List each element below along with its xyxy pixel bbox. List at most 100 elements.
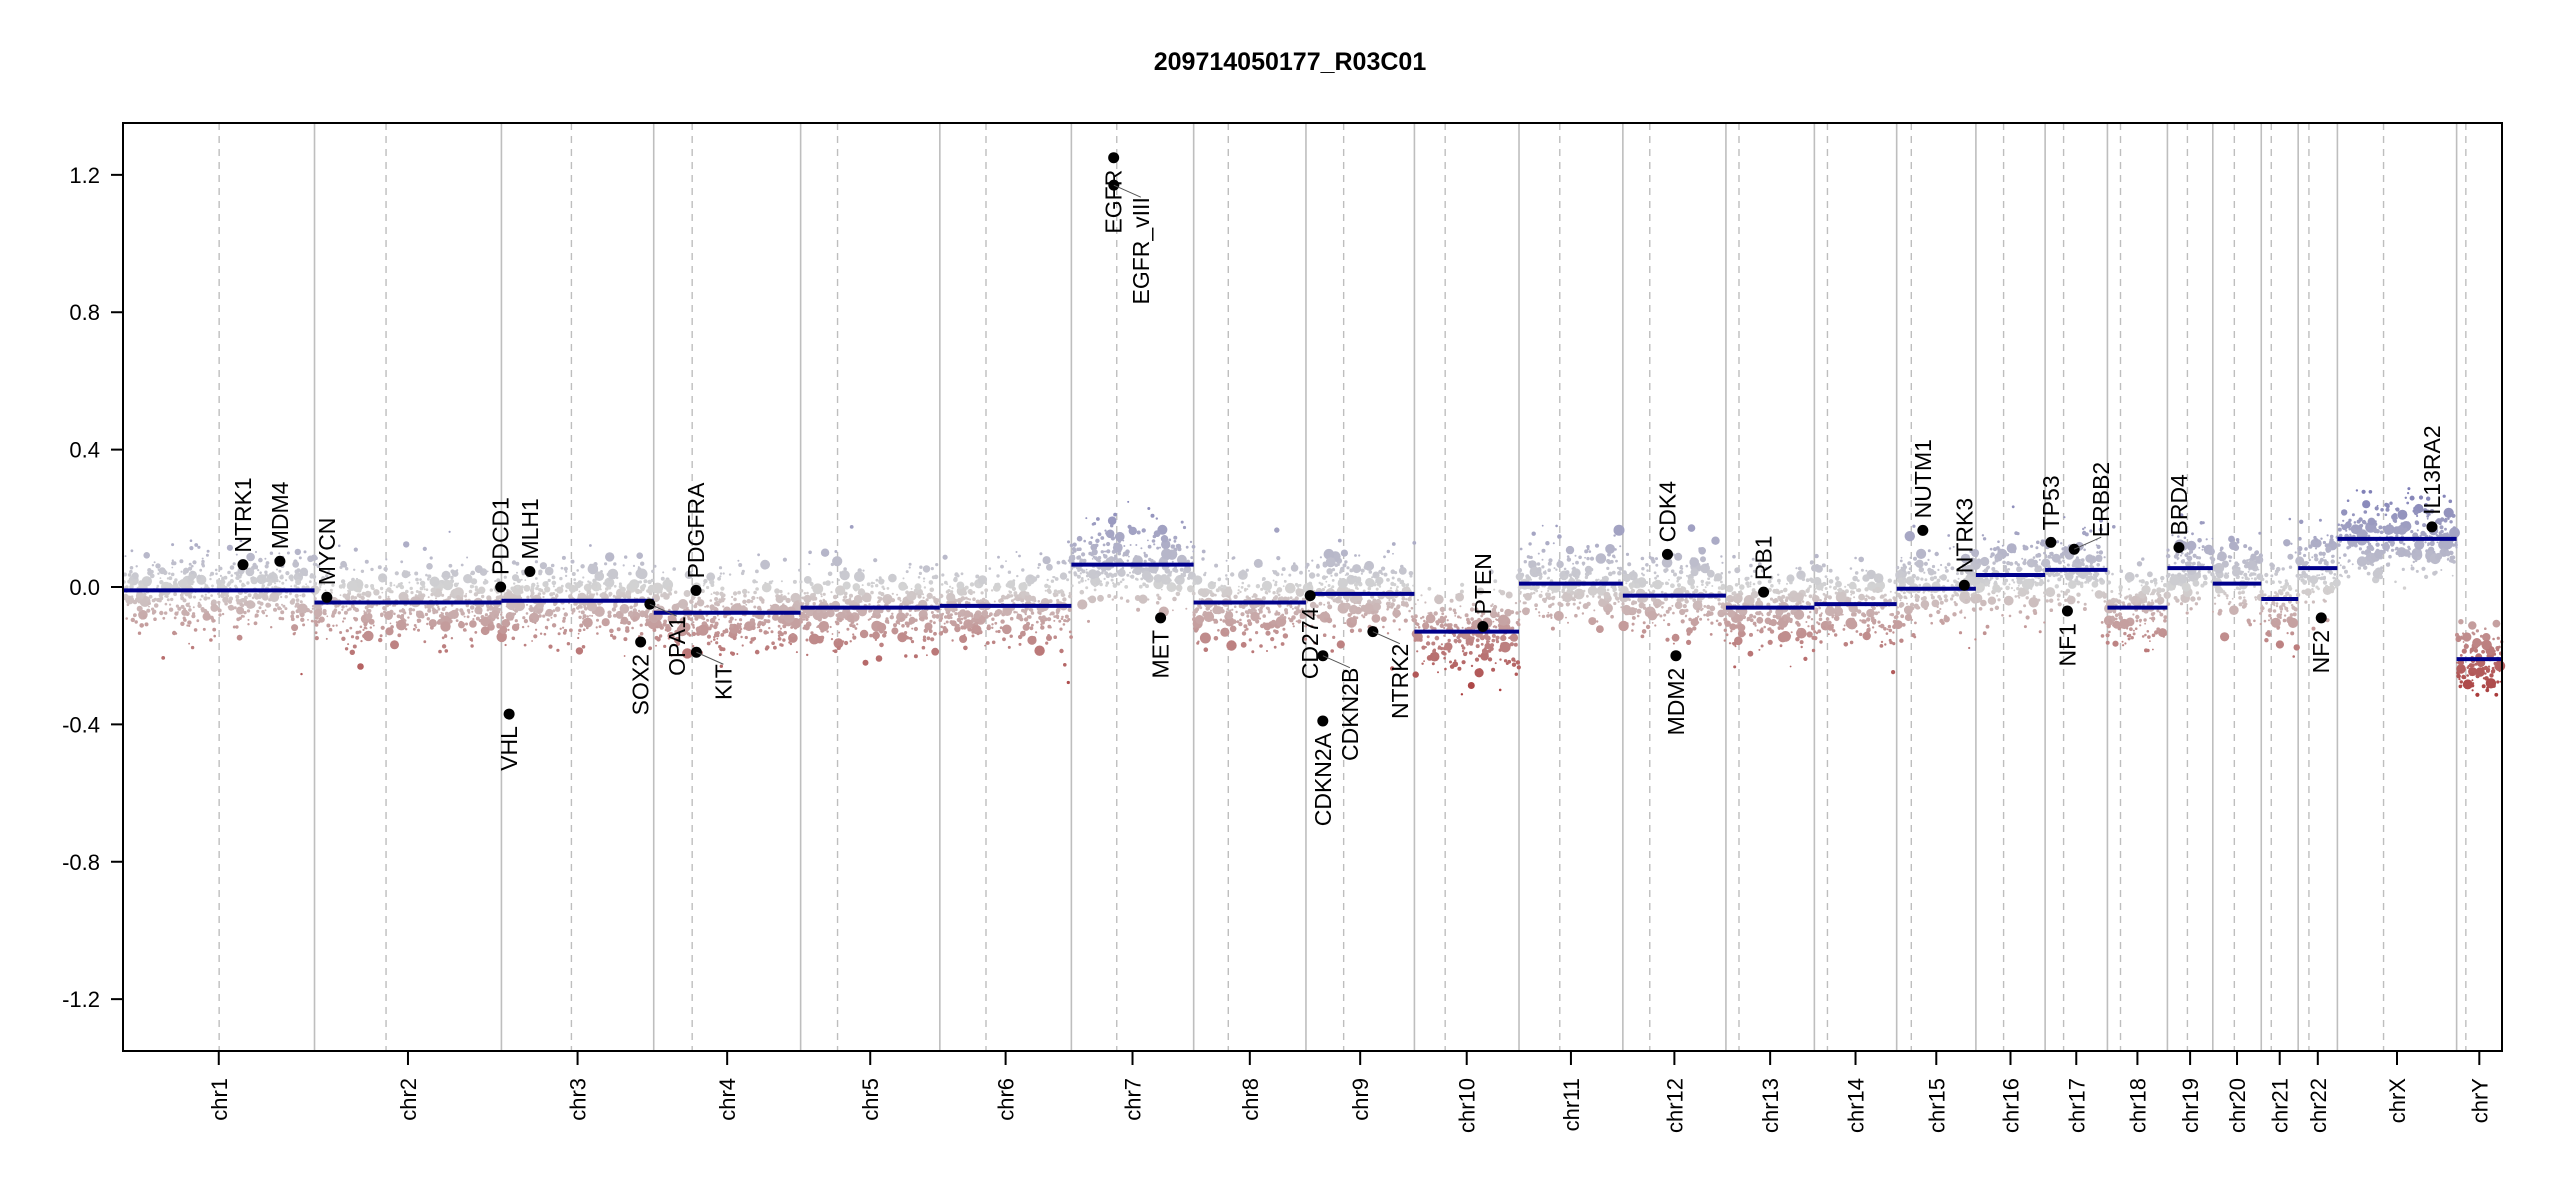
probe-point xyxy=(1717,602,1721,606)
probe-point xyxy=(959,635,968,643)
probe-point xyxy=(280,595,283,599)
probe-point xyxy=(403,541,410,548)
probe-point xyxy=(227,570,231,575)
probe-point xyxy=(437,605,440,609)
probe-point xyxy=(1191,544,1196,549)
probe-point xyxy=(1076,535,1083,542)
probe-point xyxy=(596,618,599,622)
probe-point xyxy=(164,611,168,615)
probe-point xyxy=(438,649,442,654)
probe-point xyxy=(1717,598,1721,602)
probe-point xyxy=(822,616,826,619)
probe-point xyxy=(269,551,274,555)
probe-point xyxy=(1653,571,1657,575)
probe-point xyxy=(135,565,138,568)
probe-point xyxy=(357,609,360,612)
probe-point xyxy=(312,574,317,579)
probe-point xyxy=(1749,613,1754,619)
probe-point xyxy=(1736,602,1740,605)
probe-point xyxy=(716,600,718,603)
probe-point xyxy=(1746,598,1751,603)
probe-point xyxy=(842,598,846,602)
probe-point xyxy=(347,643,350,646)
probe-point xyxy=(384,611,393,620)
probe-point xyxy=(1542,571,1546,574)
probe-point xyxy=(546,618,550,622)
probe-point xyxy=(1778,582,1781,585)
probe-point xyxy=(1760,644,1764,648)
probe-point xyxy=(1392,552,1394,555)
probe-point xyxy=(719,664,723,668)
probe-point xyxy=(724,628,729,632)
probe-point xyxy=(520,578,523,581)
probe-point xyxy=(1283,616,1287,620)
probe-point xyxy=(1008,590,1013,594)
probe-point xyxy=(1273,645,1277,649)
probe-point xyxy=(771,641,775,645)
probe-point xyxy=(975,599,980,604)
probe-point xyxy=(610,633,614,638)
probe-point xyxy=(695,626,702,632)
probe-point xyxy=(893,623,897,628)
probe-point xyxy=(969,628,973,632)
probe-point xyxy=(897,632,908,643)
probe-point xyxy=(1418,638,1423,642)
probe-point xyxy=(1056,617,1059,620)
probe-point xyxy=(305,608,310,613)
probe-point xyxy=(737,559,740,562)
probe-point xyxy=(1105,529,1115,539)
probe-point xyxy=(730,602,733,606)
probe-point xyxy=(1213,636,1219,641)
probe-point xyxy=(530,591,535,596)
probe-point xyxy=(706,641,711,646)
probe-point xyxy=(1330,587,1333,589)
probe-point xyxy=(1026,615,1030,619)
probe-point xyxy=(206,549,210,553)
probe-point xyxy=(1476,611,1480,615)
probe-point xyxy=(1436,619,1441,624)
probe-point xyxy=(1380,572,1384,576)
probe-point xyxy=(403,611,407,615)
probe-point xyxy=(822,581,827,585)
probe-point xyxy=(1056,601,1060,605)
probe-point xyxy=(1274,612,1278,616)
probe-point xyxy=(516,571,518,574)
probe-point xyxy=(1401,582,1406,587)
probe-point xyxy=(1597,578,1600,581)
probe-point xyxy=(1434,657,1438,661)
probe-point xyxy=(637,566,640,569)
probe-point xyxy=(1586,547,1590,551)
probe-point xyxy=(350,595,355,600)
probe-point xyxy=(1704,563,1708,567)
probe-point xyxy=(392,604,395,607)
probe-point xyxy=(1002,637,1006,642)
probe-point xyxy=(1041,620,1045,625)
probe-point xyxy=(999,626,1003,630)
probe-point xyxy=(769,604,772,607)
probe-point xyxy=(1192,550,1195,553)
probe-point xyxy=(870,615,874,619)
probe-point xyxy=(300,612,305,617)
probe-point xyxy=(1243,588,1247,592)
probe-point xyxy=(1192,622,1196,625)
probe-point xyxy=(640,587,645,592)
probe-point xyxy=(1795,567,1798,570)
probe-point xyxy=(1730,599,1734,602)
probe-point xyxy=(474,588,479,592)
probe-point xyxy=(408,611,411,614)
probe-point xyxy=(1827,595,1832,600)
probe-point xyxy=(991,623,994,626)
probe-point xyxy=(1247,584,1251,588)
probe-point xyxy=(1144,553,1148,558)
probe-point xyxy=(326,623,331,628)
probe-point xyxy=(424,606,427,609)
probe-point xyxy=(1715,619,1719,623)
probe-point xyxy=(599,588,602,591)
probe-point xyxy=(604,590,607,593)
probe-point xyxy=(533,634,538,639)
probe-point xyxy=(1257,608,1260,611)
probe-point xyxy=(782,638,786,642)
probe-point xyxy=(561,555,566,560)
probe-point xyxy=(1793,592,1804,603)
probe-point xyxy=(1582,603,1589,610)
